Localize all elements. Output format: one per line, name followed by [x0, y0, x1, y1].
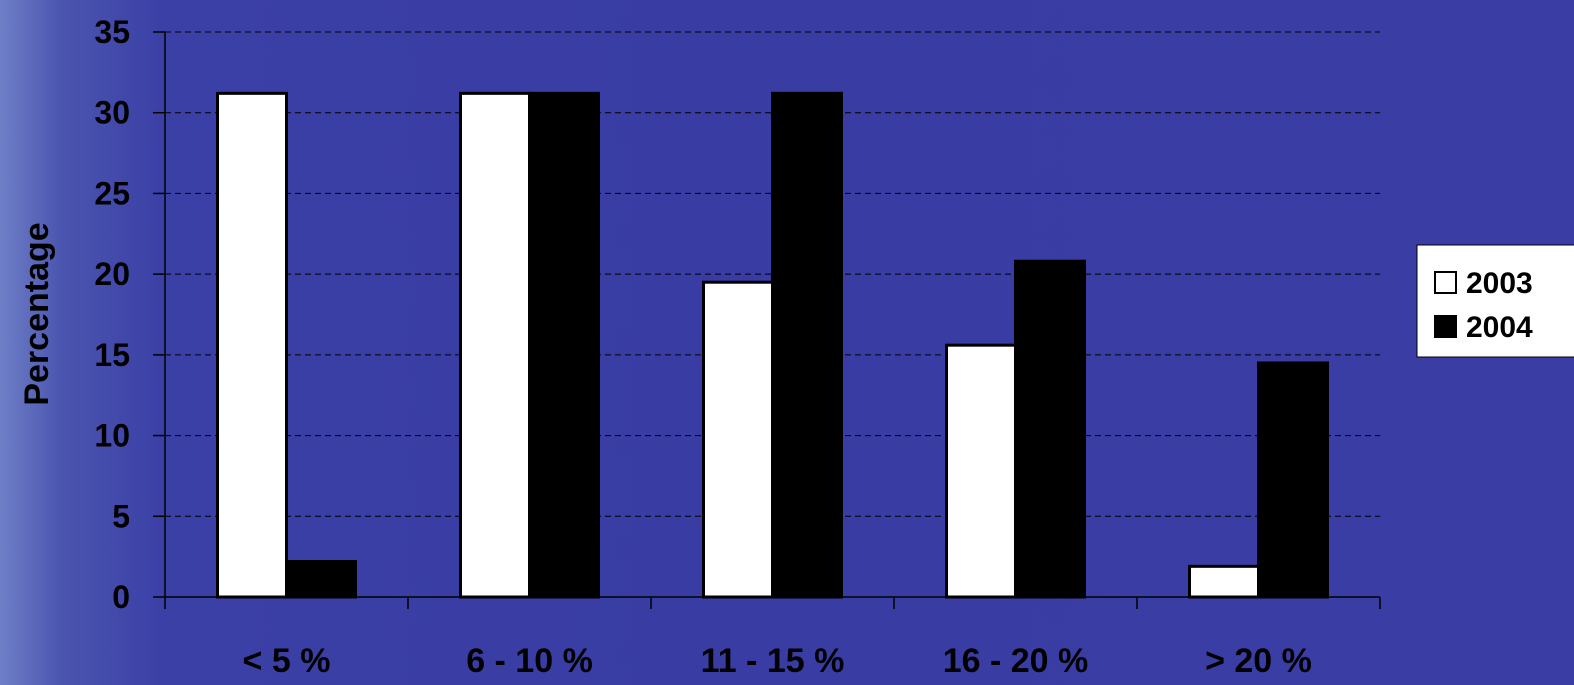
x-tick-label: 6 - 10 %	[466, 642, 593, 680]
bar-2003-3	[702, 280, 774, 599]
x-tick-label: < 5 %	[243, 642, 331, 680]
x-tick-label: 16 - 20 %	[943, 642, 1089, 680]
x-tick-labels: < 5 % 6 - 10 % 11 - 15 % 16 - 20 % > 20 %	[243, 642, 1312, 680]
bar-2004-3	[771, 91, 843, 599]
y-tick-label: 0	[112, 579, 130, 615]
x-tick-label: > 20 %	[1205, 642, 1312, 680]
gridlines	[165, 31, 1380, 517]
legend-label-2003: 2003	[1466, 267, 1533, 300]
y-tick-label: 10	[94, 418, 130, 454]
y-tick-label: 30	[94, 95, 130, 131]
bar-2004-2	[528, 91, 600, 599]
y-tick-label: 5	[112, 498, 130, 534]
x-tick-label: 11 - 15 %	[701, 642, 845, 680]
bar-2003-4	[945, 343, 1017, 599]
legend-swatch-2004	[1434, 315, 1457, 338]
legend-label-2004: 2004	[1466, 311, 1533, 344]
bar-2004-4	[1014, 259, 1086, 599]
bars	[216, 91, 1329, 599]
y-axis-label: Percentage	[18, 222, 56, 405]
y-tick-label: 15	[94, 337, 130, 373]
bar-2003-5	[1188, 564, 1260, 599]
y-tick-label: 25	[94, 175, 130, 211]
legend-box	[1416, 244, 1574, 358]
bar-2004-5	[1257, 361, 1329, 599]
y-tick-label: 20	[94, 256, 130, 292]
bar-2004-1	[285, 559, 357, 599]
bar-2003-2	[459, 91, 531, 599]
y-tick-label: 35	[94, 14, 130, 50]
bar-2003-1	[216, 91, 288, 599]
legend: 2003 2004	[1416, 244, 1574, 358]
y-tick-labels: 0 5 10 15 20 25 30 35	[94, 14, 130, 615]
legend-swatch-2003	[1434, 271, 1457, 294]
